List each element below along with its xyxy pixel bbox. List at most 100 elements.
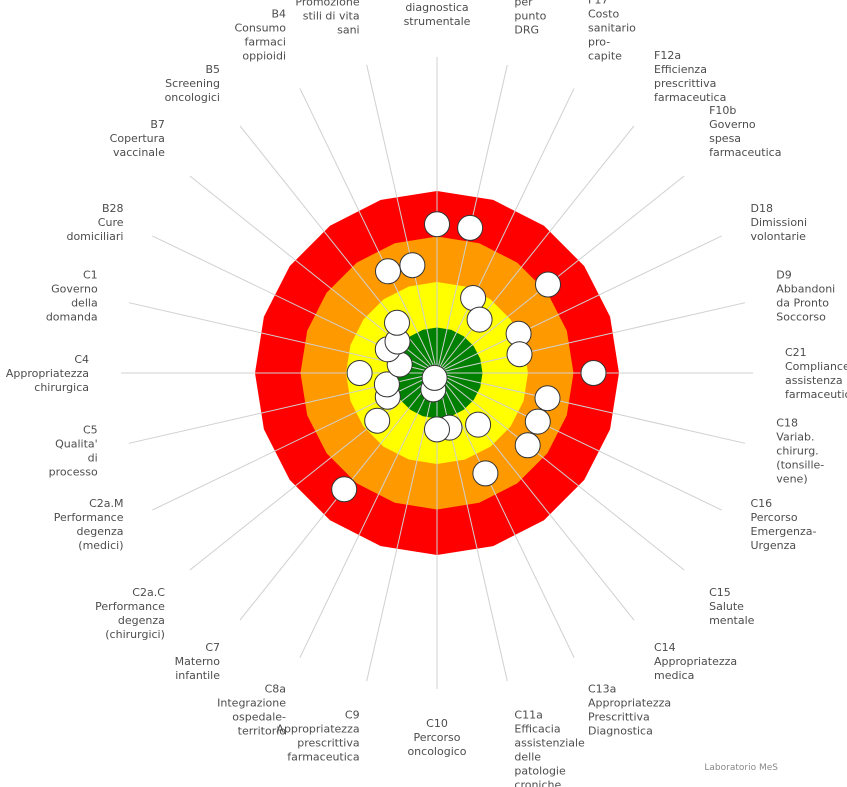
axis-label-line: Efficienza: [654, 63, 707, 76]
axis-label-line: ospedale-: [232, 711, 286, 724]
spoke-D18: [436, 235, 722, 374]
axis-label-line: C18: [776, 416, 798, 429]
point-C5[interactable]: [373, 371, 400, 398]
spoke-C8a: [299, 372, 438, 658]
axis-label-line: Percorso: [751, 511, 798, 524]
point-B5[interactable]: [384, 309, 410, 336]
axis-label-line: Performance: [54, 511, 124, 524]
axis-label-line: Qualita': [55, 437, 98, 450]
point-C21[interactable]: [580, 360, 607, 386]
axis-label-line: Performance: [95, 600, 165, 613]
axis-label-line: Materno: [175, 655, 221, 668]
axis-label-line: spesa: [709, 132, 741, 145]
axis-label-line: stili di vita: [303, 10, 360, 23]
point-F18[interactable]: [457, 214, 484, 241]
point-B2[interactable]: [399, 252, 426, 279]
axis-label-line: C16: [751, 497, 773, 510]
point-C10[interactable]: [424, 416, 450, 443]
axis-label-line: B7: [150, 118, 165, 131]
axis-label-line: Compliance: [785, 360, 847, 373]
axis-label-C10: C10 Percorso oncologico: [407, 717, 466, 758]
point-C16[interactable]: [524, 408, 551, 435]
spoke-C15: [436, 372, 685, 571]
axis-label-B28: B28 Cure domiciliari: [66, 202, 123, 243]
axis-label-C14: C14 Appropriatezza medica: [654, 641, 737, 682]
axis-label-line: C8a: [265, 683, 286, 696]
axis-label-line: pro-: [588, 36, 610, 49]
axis-labels: F19Costoperprestazionediagnosticastrumen…: [6, 0, 847, 787]
axis-label-line: Screening: [165, 77, 220, 90]
axis-label-F18: F18CostomedioperpuntoDRG: [514, 0, 549, 37]
axis-label-line: Dimissioni: [751, 216, 808, 229]
axis-label-line: C13a: [588, 683, 616, 696]
point-F10b[interactable]: [535, 271, 561, 298]
axis-label-line: Efficacia: [514, 722, 560, 735]
axis-label-line: (tonsille-: [776, 458, 824, 471]
point-C14[interactable]: [465, 411, 492, 438]
credit-label: Laboratorio MeS: [704, 763, 778, 773]
data-points: [331, 211, 607, 503]
axis-label-line: Copertura: [110, 132, 165, 145]
axis-label-line: C10: [426, 717, 448, 730]
axis-label-line: mentale: [709, 614, 755, 627]
axis-label-line: chirurg.: [776, 444, 818, 457]
axis-label-line: della: [71, 297, 98, 310]
axis-label-line: F17: [588, 0, 608, 7]
axis-label-line: degenza: [77, 525, 124, 538]
point-F19[interactable]: [424, 211, 450, 238]
axis-label-B5: B5 Screening oncologici: [165, 63, 220, 104]
spoke-C14: [436, 372, 635, 621]
axis-label-line: assistenziale: [514, 736, 585, 749]
axis-label-C2a.C: C2a.C Performance degenza (chirurgici): [95, 586, 165, 641]
axis-label-C18: C18 Variab. chirurg. (tonsille-vene): [776, 416, 824, 485]
axis-label-C21: C21Complianceassistenzafarmaceutica: [785, 346, 847, 401]
spoke-F12a: [436, 125, 635, 374]
axis-label-line: D9: [776, 269, 791, 282]
point-C8a[interactable]: [421, 364, 448, 391]
axis-label-line: Costo: [588, 8, 619, 21]
axis-label-line: processo: [49, 465, 98, 478]
axis-label-line: punto: [514, 10, 546, 23]
axis-label-line: farmaceutica: [654, 91, 726, 104]
axis-label-line: farmaceutica: [709, 146, 781, 159]
spoke-D9: [436, 302, 746, 374]
axis-label-line: Governo: [51, 283, 98, 296]
axis-label-line: delle: [514, 750, 541, 763]
axis-label-line: medica: [654, 669, 694, 682]
axis-label-line: (medici): [78, 539, 123, 552]
axis-label-line: Promozione: [295, 0, 359, 9]
point-C15[interactable]: [514, 432, 541, 459]
axis-label-line: Cure: [98, 216, 124, 229]
point-C7[interactable]: [331, 476, 358, 503]
axis-label-C9: C9 Appropriatezza prescrittiva farmaceutica: [276, 708, 359, 763]
axis-label-line: sanitario: [588, 22, 636, 35]
axis-label-F12a: F12a Efficienza prescrittiva farmaceutica: [654, 49, 726, 104]
axis-label-F17: F17 Costo sanitario pro-capite: [588, 0, 636, 63]
axis-label-line: Salute: [709, 600, 744, 613]
axis-label-line: C14: [654, 641, 676, 654]
axis-label-line: C15: [709, 586, 731, 599]
axis-label-line: Percorso: [413, 731, 460, 744]
point-C18[interactable]: [534, 385, 561, 412]
axis-label-line: Emergenza-: [751, 525, 817, 538]
point-C4[interactable]: [346, 360, 373, 386]
spoke-F10b: [436, 175, 685, 374]
axis-label-line: Appropriatezza: [588, 697, 671, 710]
axis-label-line: oppioidi: [242, 50, 286, 63]
axis-label-F10b: F10b Governo spesa farmaceutica: [709, 104, 781, 159]
point-B4[interactable]: [375, 258, 401, 285]
point-C13a[interactable]: [472, 460, 499, 487]
axis-label-line: Prescrittiva: [588, 711, 650, 724]
axis-label-C16: C16 Percorso Emergenza-Urgenza: [751, 497, 817, 552]
point-F17[interactable]: [460, 285, 487, 311]
axis-label-line: diagnostica: [405, 1, 468, 14]
axis-label-line: vaccinale: [113, 146, 165, 159]
axis-label-line: DRG: [514, 24, 539, 37]
axis-label-C4: C4 Appropriatezza chirurgica: [6, 353, 89, 394]
point-C2a.C[interactable]: [364, 407, 391, 434]
axis-label-line: C9: [345, 708, 360, 721]
axis-label-line: B4: [271, 8, 286, 21]
axis-label-C15: C15 Salute mentale: [709, 586, 755, 627]
point-D9[interactable]: [506, 341, 533, 368]
point-F12a[interactable]: [466, 306, 493, 333]
